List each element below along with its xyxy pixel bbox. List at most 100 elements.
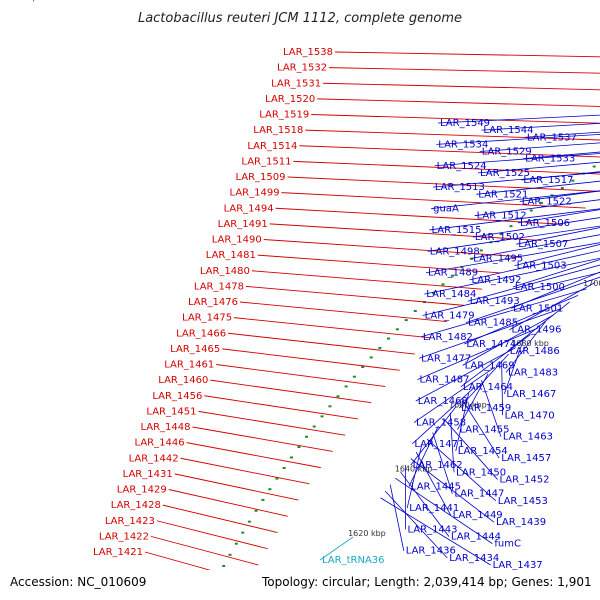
forward-gene-label: LAR_1538 (283, 47, 333, 58)
reverse-gene-label: LAR_1515 (431, 225, 481, 236)
reverse-leader (408, 425, 439, 487)
forward-leader (239, 301, 448, 323)
gc-dot (328, 405, 332, 408)
forward-leader (186, 442, 321, 469)
forward-gene-label: LAR_1460 (158, 375, 208, 386)
reverse-gene-label: LAR_1522 (522, 196, 572, 207)
forward-leader (210, 379, 372, 404)
reverse-leader (413, 366, 496, 423)
reverse-leader (514, 244, 600, 266)
gc-dot (550, 194, 554, 197)
forward-gene-label: LAR_1422 (99, 531, 149, 542)
reverse-gene-label: LAR_1495 (473, 253, 523, 264)
reverse-leader (505, 321, 546, 373)
reverse-gene-label: LAR_1470 (505, 410, 555, 421)
reverse-leader (476, 180, 600, 195)
reverse-leader (422, 272, 600, 316)
gc-dot (305, 435, 309, 438)
forward-gene-label: LAR_1429 (117, 485, 167, 496)
reverse-leader (432, 171, 600, 188)
reverse-leader (424, 257, 600, 295)
forward-leader (251, 270, 483, 290)
reverse-leader (417, 327, 539, 381)
gc-dot (571, 179, 575, 182)
reverse-leader (455, 393, 470, 452)
reverse-gene-label: guaA (433, 204, 459, 215)
forward-gene-label: LAR_1509 (235, 172, 285, 183)
reverse-leader (406, 445, 422, 509)
gc-dot (509, 225, 513, 228)
gc-dot (268, 488, 272, 491)
reverse-gene-label: LAR_1468 (418, 396, 468, 407)
forward-leader (228, 332, 415, 355)
tick-label: 1780 kbp (0, 0, 38, 2)
reverse-leader (517, 209, 600, 224)
gc-dot (529, 209, 533, 212)
gc-dot (460, 266, 464, 269)
reverse-gene-label: LAR_1506 (520, 218, 570, 229)
forward-leader (293, 160, 600, 175)
forward-leader (174, 473, 299, 501)
forward-leader (317, 98, 600, 107)
forward-leader (180, 457, 310, 485)
reverse-gene-label: LAR_1493 (470, 296, 520, 307)
gc-dot (361, 366, 365, 369)
forward-leader (216, 364, 386, 387)
reverse-leader (467, 264, 600, 302)
reverse-leader (512, 259, 600, 288)
forward-leader (234, 317, 431, 339)
forward-leader (263, 239, 521, 258)
reverse-leader (426, 438, 497, 502)
reverse-leader (481, 122, 600, 131)
reverse-leader (474, 199, 600, 217)
gc-dot (540, 201, 544, 204)
gc-dot (592, 165, 596, 168)
reverse-gene-label: LAR_1436 (406, 546, 456, 557)
reverse-gene-label: LAR_1449 (453, 510, 503, 521)
reverse-gene-label: LAR_1498 (430, 246, 480, 257)
forward-gene-label: LAR_1428 (111, 500, 161, 511)
reverse-gene-label: LAR_1533 (525, 154, 575, 165)
reverse-leader (462, 399, 500, 459)
gc-dot (413, 310, 417, 313)
reverse-gene-label: LAR_1471 (414, 439, 464, 450)
forward-leader (281, 192, 586, 209)
gc-dot (241, 531, 245, 534)
forward-leader (204, 395, 359, 420)
gc-dot (289, 456, 293, 459)
reverse-gene-label: LAR_1503 (517, 261, 567, 272)
reverse-leader (425, 242, 600, 274)
reverse-gene-label: LAR_1441 (409, 503, 459, 514)
gc-dot (275, 477, 279, 480)
gc-skew-track (204, 165, 596, 600)
forward-leader (156, 520, 268, 550)
reverse-leader (516, 227, 600, 245)
forward-leader (334, 51, 600, 58)
reverse-gene-label: LAR_1512 (477, 211, 527, 222)
forward-leader (257, 254, 501, 274)
gc-dot (234, 542, 238, 545)
reverse-gene-label: LAR_1529 (482, 147, 532, 158)
forward-gene-label: LAR_1491 (218, 219, 268, 230)
reverse-leader (481, 380, 502, 437)
reverse-gene-label: LAR_1549 (440, 118, 490, 129)
rna-gene-label: LAR_tRNA36 (322, 555, 385, 566)
reverse-leader (420, 288, 587, 338)
reverse-gene-label: LAR_1544 (483, 125, 533, 136)
reverse-gene-label: LAR_1455 (459, 425, 509, 436)
gc-dot (395, 328, 399, 331)
reverse-gene-label: LAR_1458 (416, 417, 466, 428)
reverse-leader (503, 340, 524, 395)
forward-gene-label: LAR_1442 (129, 453, 179, 464)
reverse-gene-label: LAR_1483 (508, 368, 558, 379)
forward-gene-label: LAR_1480 (200, 266, 250, 277)
reverse-gene-label: LAR_1496 (511, 325, 561, 336)
reverse-gene-label: LAR_1537 (527, 132, 577, 143)
reverse-leader (429, 208, 600, 231)
forward-gene-label: LAR_1476 (188, 297, 238, 308)
gc-dot (247, 520, 251, 523)
tick-label: 1660 kbp (449, 401, 487, 410)
reverse-leader (380, 497, 491, 566)
reverse-gene-label: LAR_1439 (496, 517, 546, 528)
gc-dot (336, 395, 340, 398)
